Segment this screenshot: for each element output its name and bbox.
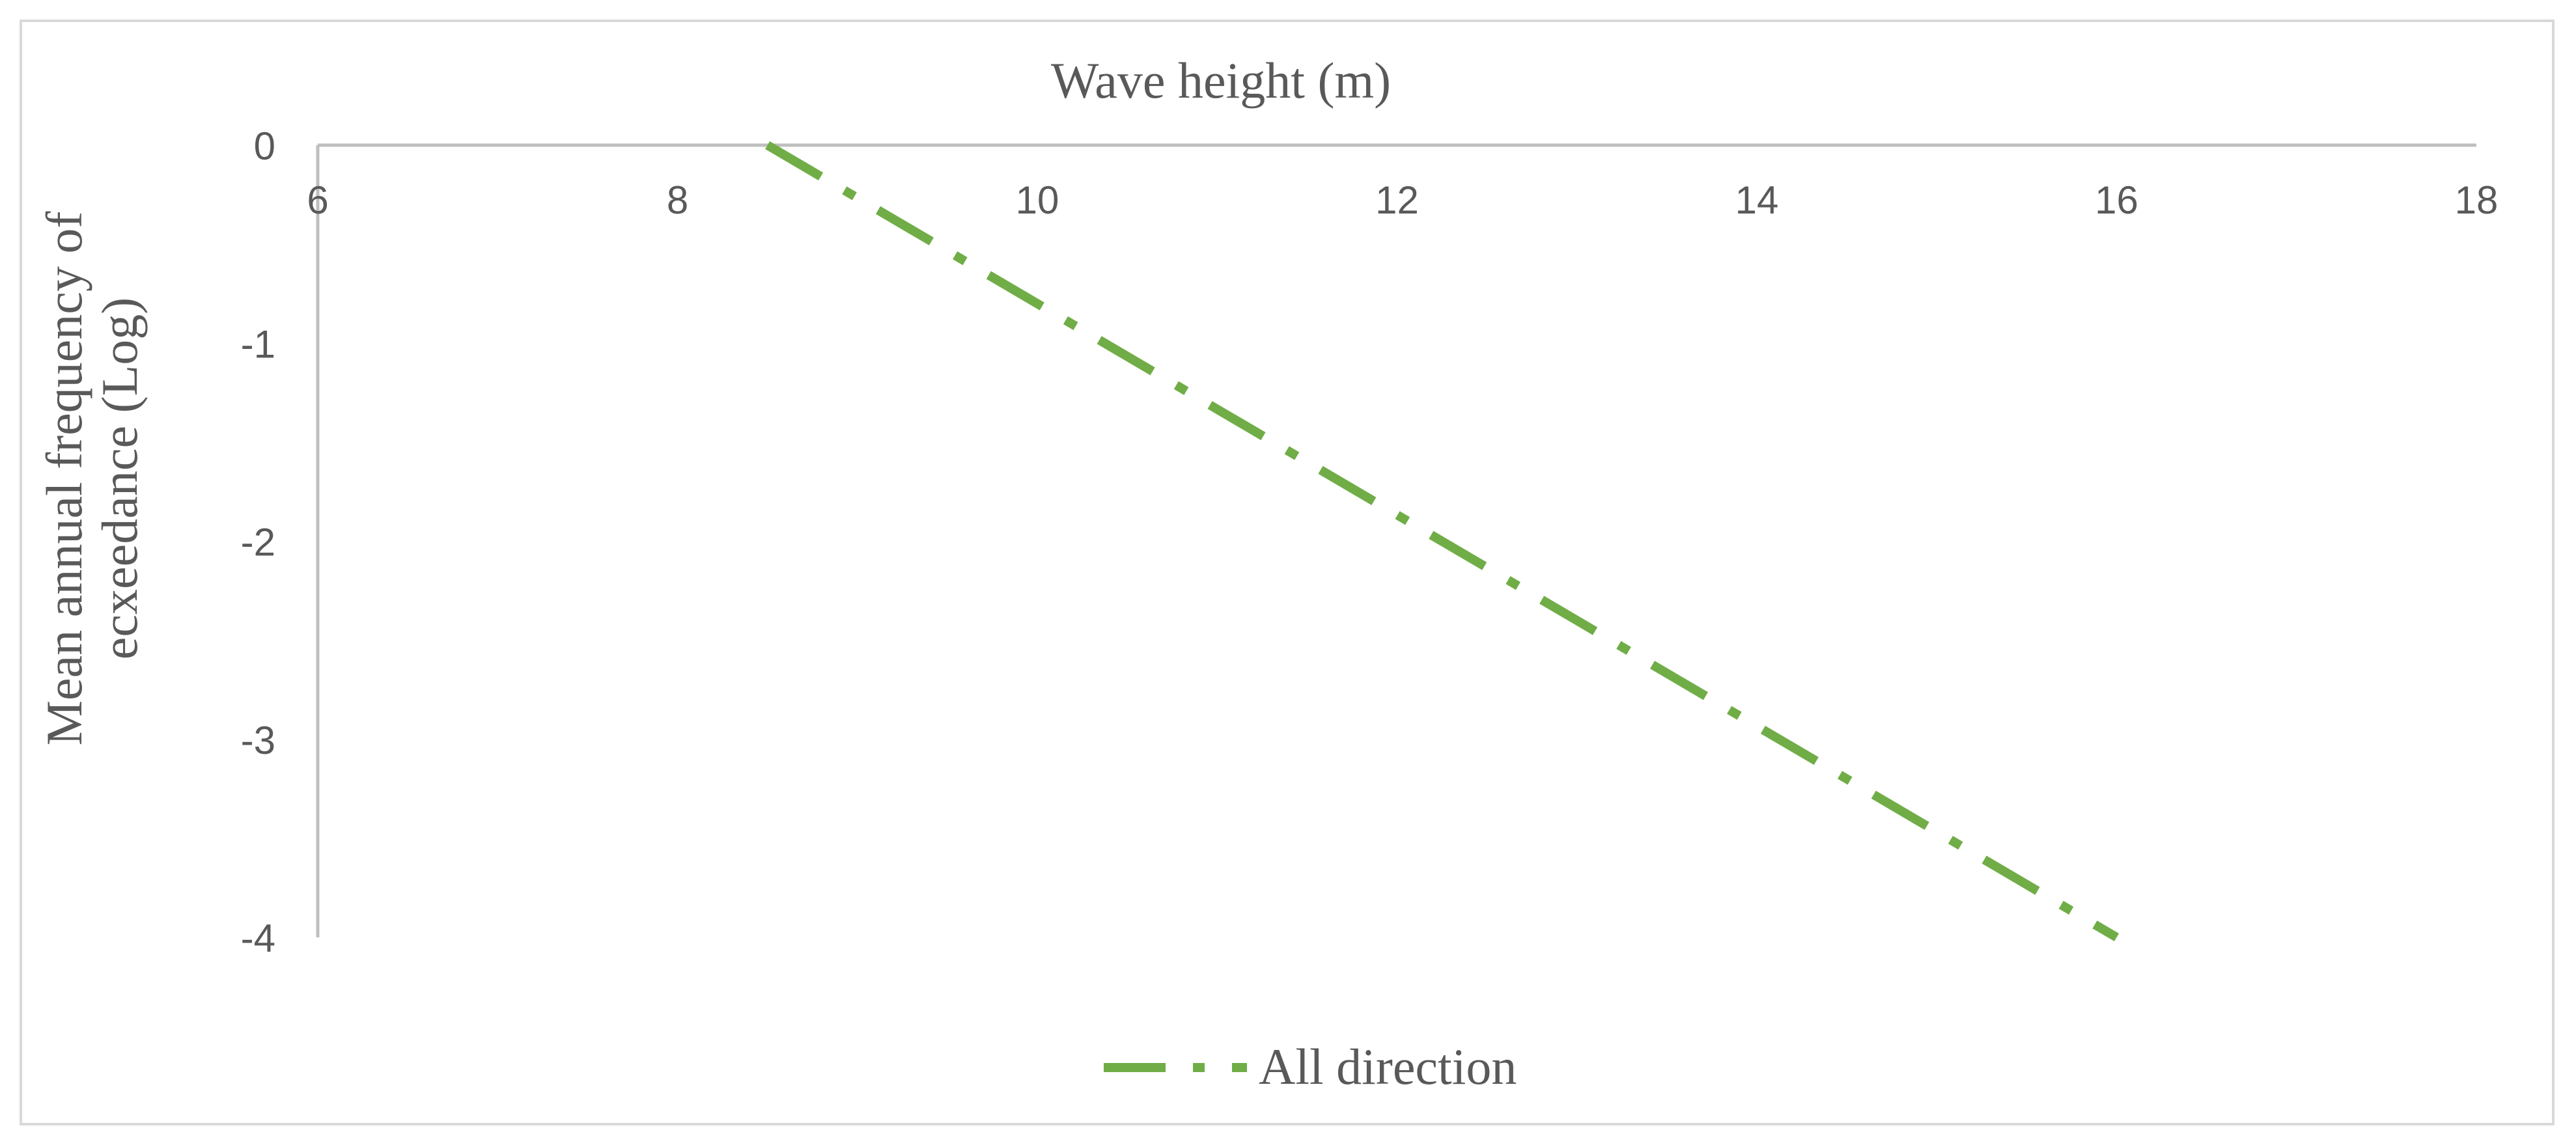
legend-label: All direction — [1259, 1038, 1517, 1095]
x-tick-label: 10 — [1016, 178, 1059, 222]
x-tick-label: 14 — [1735, 178, 1779, 222]
y-tick-label: -4 — [241, 917, 275, 960]
x-tick-label: 12 — [1375, 178, 1419, 222]
y-axis-title: Mean annual frequency of ecxeedance (Log… — [36, 212, 148, 746]
x-tick-label: 18 — [2455, 178, 2499, 222]
series-line — [765, 141, 2120, 942]
y-tick-label: -2 — [241, 521, 275, 564]
y-tick-label: -1 — [241, 322, 275, 366]
y-axis-title-line-1: Mean annual frequency of — [36, 212, 92, 746]
x-tick-label: 8 — [667, 178, 688, 222]
x-tick-label: 6 — [307, 178, 328, 222]
x-tick-label: 16 — [2095, 178, 2138, 222]
y-tick-labels: 0 -1 -2 -3 -4 — [241, 124, 275, 960]
x-tick-labels: 6 8 10 12 14 16 18 — [307, 178, 2498, 222]
y-tick-label: -3 — [241, 719, 275, 762]
axes — [316, 143, 2476, 937]
chart-frame — [20, 20, 2555, 1125]
legend: All direction — [1104, 1038, 1517, 1095]
y-axis-title-line-2: ecxeedance (Log) — [91, 297, 148, 659]
series-group — [765, 141, 2120, 942]
x-axis-title: Wave height (m) — [1051, 52, 1391, 109]
y-tick-label: 0 — [254, 124, 275, 168]
